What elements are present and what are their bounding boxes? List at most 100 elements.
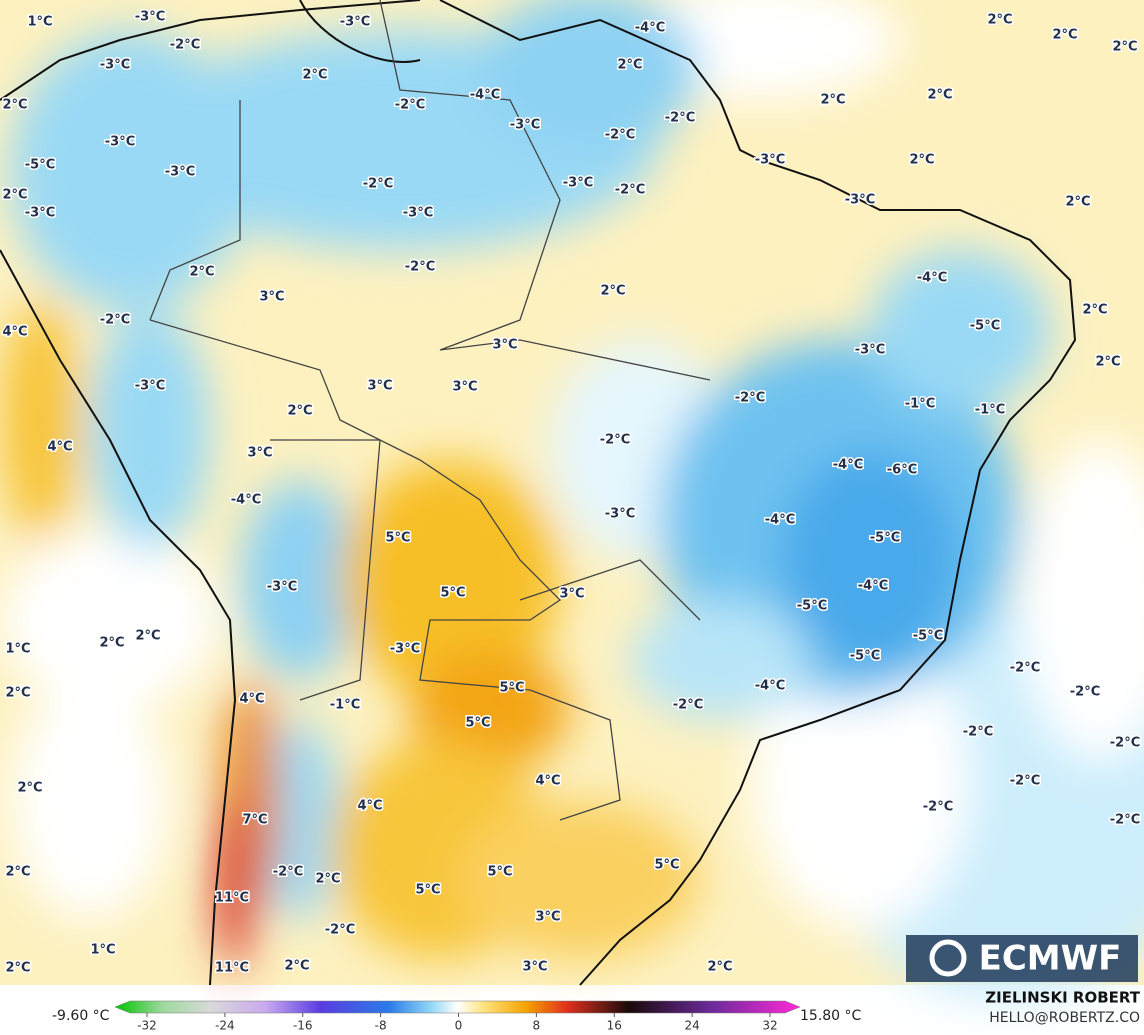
temperature-label: 3°C bbox=[259, 290, 284, 305]
temperature-label: -2°C bbox=[1110, 813, 1140, 828]
temperature-label: -4°C bbox=[858, 579, 888, 594]
colorbar-max: 15.80 °C bbox=[800, 1008, 862, 1024]
colorbar-tick-label: 0 bbox=[455, 1019, 463, 1033]
temperature-label: 2°C bbox=[820, 93, 845, 108]
temperature-label: 2°C bbox=[2, 188, 27, 203]
map bbox=[0, 0, 1144, 1000]
colorbar-tick-label: 8 bbox=[533, 1019, 541, 1033]
temperature-label: -4°C bbox=[833, 458, 863, 473]
temperature-label: -2°C bbox=[1010, 661, 1040, 676]
temperature-label: -2°C bbox=[273, 865, 303, 880]
temperature-label: -3°C bbox=[755, 153, 785, 168]
temperature-label: -3°C bbox=[165, 165, 195, 180]
temperature-label: -3°C bbox=[100, 58, 130, 73]
temperature-label: -3°C bbox=[25, 206, 55, 221]
temperature-label: -5°C bbox=[797, 599, 827, 614]
temperature-label: -3°C bbox=[105, 135, 135, 150]
temperature-label: -3°C bbox=[605, 507, 635, 522]
logo: ECMWF bbox=[906, 935, 1138, 982]
temperature-label: -2°C bbox=[615, 183, 645, 198]
temperature-label: -4°C bbox=[755, 679, 785, 694]
temperature-label: 2°C bbox=[909, 153, 934, 168]
temperature-label: 5°C bbox=[415, 883, 440, 898]
temperature-label: 3°C bbox=[452, 380, 477, 395]
temperature-label: -2°C bbox=[735, 391, 765, 406]
temperature-label: -2°C bbox=[405, 260, 435, 275]
temperature-label: -2°C bbox=[673, 698, 703, 713]
temperature-label: -4°C bbox=[470, 88, 500, 103]
colorbar-ticks: -32 -24 -16 -8 0 8 16 24 32 bbox=[137, 1013, 778, 1033]
temperature-label: 2°C bbox=[1095, 355, 1120, 370]
temperature-label: 11°C bbox=[215, 891, 249, 906]
temperature-label: 2°C bbox=[189, 265, 214, 280]
temperature-label: 2°C bbox=[99, 636, 124, 651]
temperature-label: -2°C bbox=[325, 923, 355, 938]
temperature-label: 2°C bbox=[5, 686, 30, 701]
temperature-label: -2°C bbox=[665, 111, 695, 126]
temperature-label: 1°C bbox=[90, 943, 115, 958]
temperature-label: -3°C bbox=[135, 379, 165, 394]
temperature-label: 11°C bbox=[215, 961, 249, 976]
map-labels: 1°C -3°C -2°C -3°C -3°C 2°C -2°C -4°C -3°C -2°C -2… bbox=[1, 8, 1142, 977]
temperature-label: 7°C bbox=[242, 813, 267, 828]
temperature-label: -3°C bbox=[135, 10, 165, 25]
temperature-label: 2°C bbox=[284, 959, 309, 974]
temperature-label: -2°C bbox=[1110, 736, 1140, 751]
temperature-label: -3°C bbox=[563, 176, 593, 191]
temperature-label: -5°C bbox=[870, 531, 900, 546]
temperature-label: 1°C bbox=[5, 642, 30, 657]
temperature-label: 2°C bbox=[927, 88, 952, 103]
temperature-label: 2°C bbox=[287, 404, 312, 419]
temperature-label: -3°C bbox=[510, 118, 540, 133]
temperature-label: -4°C bbox=[231, 493, 261, 508]
temperature-label: 3°C bbox=[522, 960, 547, 975]
temperature-label: -5°C bbox=[970, 319, 1000, 334]
colorbar-tick-label: -24 bbox=[215, 1019, 235, 1033]
temperature-label: 2°C bbox=[315, 872, 340, 887]
temperature-label: -2°C bbox=[100, 313, 130, 328]
borders bbox=[149, 0, 711, 821]
temperature-label: -2°C bbox=[600, 433, 630, 448]
temperature-label: 5°C bbox=[487, 865, 512, 880]
colorbar-tick-label: -16 bbox=[293, 1019, 313, 1033]
temperature-label: 5°C bbox=[440, 586, 465, 601]
temperature-label: -2°C bbox=[923, 800, 953, 815]
colorbar-min: -9.60 °C bbox=[52, 1008, 110, 1024]
temperature-label: 1°C bbox=[27, 15, 52, 30]
temperature-label: -2°C bbox=[963, 725, 993, 740]
temperature-label: 2°C bbox=[987, 13, 1012, 28]
temperature-label: -2°C bbox=[1070, 685, 1100, 700]
temperature-label: 4°C bbox=[2, 325, 27, 340]
temperature-label: 2°C bbox=[600, 284, 625, 299]
temperature-label: 2°C bbox=[302, 68, 327, 83]
colorbar-tick-label: -8 bbox=[375, 1019, 387, 1033]
coastline bbox=[0, 0, 1077, 986]
temperature-label: -2°C bbox=[170, 38, 200, 53]
temperature-label: 5°C bbox=[499, 681, 524, 696]
temperature-label: 2°C bbox=[2, 98, 27, 113]
temperature-label: -2°C bbox=[1010, 774, 1040, 789]
temperature-label: -6°C bbox=[887, 463, 917, 478]
temperature-label: -4°C bbox=[765, 513, 795, 528]
temperature-label: -3°C bbox=[340, 15, 370, 30]
temperature-label: -3°C bbox=[390, 642, 420, 657]
temperature-label: -1°C bbox=[905, 397, 935, 412]
colorbar bbox=[114, 1000, 801, 1014]
temperature-label: 3°C bbox=[559, 587, 584, 602]
temperature-label: 2°C bbox=[5, 961, 30, 976]
temperature-label: 2°C bbox=[1082, 303, 1107, 318]
temperature-label: -3°C bbox=[267, 580, 297, 595]
temperature-label: 2°C bbox=[1112, 40, 1137, 55]
temperature-label: 4°C bbox=[239, 692, 264, 707]
temperature-label: 5°C bbox=[654, 858, 679, 873]
temperature-label: 2°C bbox=[135, 629, 160, 644]
temperature-label: -4°C bbox=[917, 271, 947, 286]
colorbar-tick-label: 32 bbox=[762, 1019, 777, 1033]
author: ZIELINSKI ROBERT bbox=[985, 989, 1140, 1007]
temperature-label: -1°C bbox=[330, 698, 360, 713]
temperature-label: 2°C bbox=[617, 58, 642, 73]
temperature-label: 2°C bbox=[1065, 195, 1090, 210]
logo-icon bbox=[929, 939, 967, 977]
temperature-label: 2°C bbox=[707, 960, 732, 975]
